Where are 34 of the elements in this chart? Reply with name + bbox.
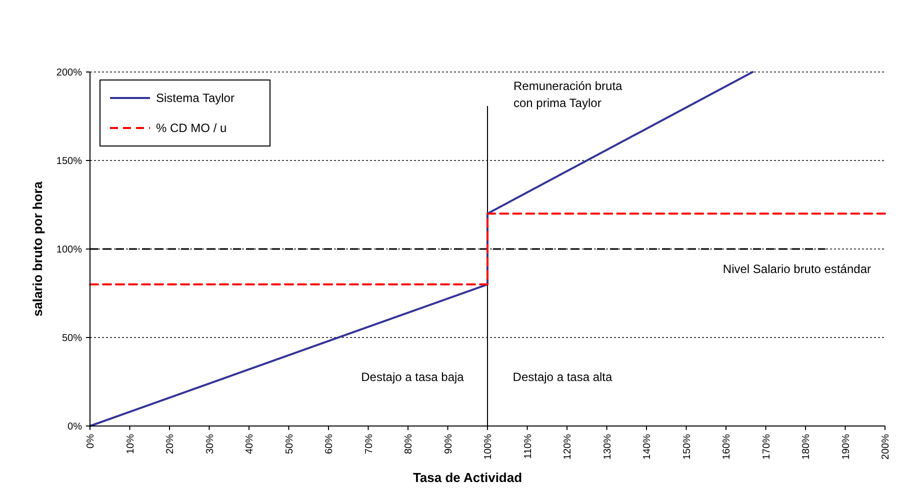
ref-line-label: Remuneración bruta con prima Taylor bbox=[514, 79, 623, 110]
y-tick-label: 50% bbox=[62, 333, 82, 344]
x-tick-label: 190% bbox=[840, 434, 852, 460]
x-tick-label: 0% bbox=[86, 434, 96, 448]
annotation: Destajo a tasa alta bbox=[512, 370, 613, 384]
x-tick-label: 140% bbox=[642, 434, 653, 460]
annotation: Destajo a tasa baja bbox=[361, 370, 464, 384]
x-tick-label: 20% bbox=[165, 434, 176, 454]
x-tick-label: 60% bbox=[324, 434, 335, 454]
y-axis-title: salario bruto por hora bbox=[30, 180, 45, 317]
x-tick-label: 130% bbox=[602, 434, 614, 460]
y-tick-label: 200% bbox=[56, 68, 82, 78]
x-tick-label: 40% bbox=[244, 434, 256, 454]
x-tick-label: 70% bbox=[364, 434, 375, 454]
x-tick-label: 180% bbox=[801, 434, 812, 460]
x-tick-label: 150% bbox=[682, 434, 693, 460]
x-tick-label: 110% bbox=[522, 434, 534, 459]
x-tick-label: 160% bbox=[722, 434, 732, 460]
y-tick-label: 150% bbox=[56, 156, 82, 167]
x-tick-label: 50% bbox=[284, 434, 296, 454]
x-tick-label: 120% bbox=[562, 434, 574, 460]
x-tick-label: 90% bbox=[443, 434, 454, 454]
x-tick-label: 30% bbox=[204, 434, 216, 454]
x-tick-label: 10% bbox=[125, 434, 136, 454]
ref-line-label: Nivel Salario bruto estándar bbox=[722, 262, 872, 276]
y-tick-label: 0% bbox=[68, 422, 82, 432]
legend-label: Sistema Taylor bbox=[156, 91, 234, 106]
x-tick-label: 170% bbox=[761, 434, 772, 460]
legend-label: % CD MO / u bbox=[156, 121, 227, 136]
x-tick-label: 80% bbox=[404, 434, 414, 454]
x-tick-label: 200% bbox=[880, 434, 892, 460]
y-tick-label: 100% bbox=[56, 244, 82, 256]
x-tick-label: 100% bbox=[483, 434, 494, 460]
x-axis-title: Tasa de Actividad bbox=[412, 470, 522, 485]
